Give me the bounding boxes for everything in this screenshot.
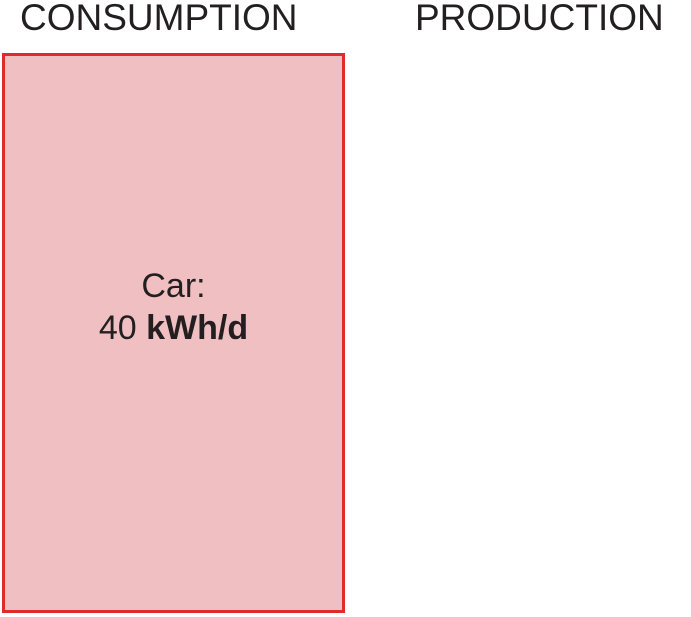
consumption-heading: CONSUMPTION (20, 0, 298, 38)
car-block-label: Car: 40 kWh/d (99, 265, 248, 350)
car-consumption-block: Car: 40 kWh/d (2, 53, 345, 613)
car-block-unit: kWh/d (146, 309, 249, 347)
car-block-value: 40 (98, 309, 137, 347)
production-heading: PRODUCTION (415, 0, 664, 38)
car-block-name: Car: (141, 266, 206, 305)
car-block-value-line: 40 kWh/d (99, 307, 248, 350)
